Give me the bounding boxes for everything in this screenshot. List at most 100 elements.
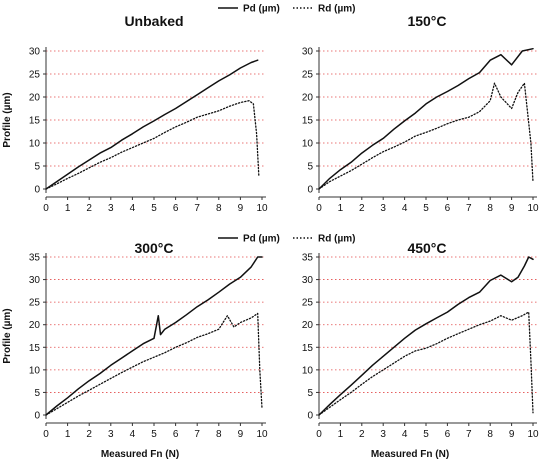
legend-2: Pd (µm) Rd (µm) [218,234,355,245]
y-tick-label: 25 [302,70,314,81]
x-tick-label: 5 [151,429,157,440]
x-tick-label: 0 [316,429,322,440]
y-tick-label: 15 [29,343,41,354]
x-tick-label: 0 [43,429,49,440]
y-tick-label: 15 [29,116,41,127]
y-tick-label: 10 [29,139,41,150]
series-line-pd [45,59,259,190]
x-tick-label: 7 [466,203,472,214]
y-tick-label: 10 [302,365,314,376]
x-tick-label: 10 [527,203,539,214]
x-tick-label: 9 [238,429,244,440]
x-tick-label: 1 [65,203,71,214]
series-line-rd [318,311,534,416]
legend-label-pd: Pd (µm) [243,234,280,245]
x-tick-label: 10 [527,429,539,440]
x-tick-label: 2 [359,203,365,214]
x-tick-label: 6 [445,429,451,440]
x-tick-label: 4 [130,203,136,214]
x-tick-label: 7 [466,429,472,440]
y-axis-label: Profile (µm) [2,308,13,363]
x-axis-label: Measured Fn (N) [371,449,449,460]
x-tick-label: 9 [238,203,244,214]
y-tick-label: 35 [29,253,41,264]
panel-1: 0 5 10 15 20 25 30 0 1 2 3 4 5 6 7 8 9 10 Unbaked Profile (… [2,13,268,214]
x-tick-label: 1 [338,203,344,214]
y-tick-label: 25 [302,298,314,309]
y-tick-label: 25 [29,70,41,81]
legend-label-pd: Pd (µm) [243,4,280,15]
x-tick-label: 3 [108,429,114,440]
x-tick-label: 6 [173,429,179,440]
x-tick-label: 9 [509,203,515,214]
series-line-rd [45,100,260,190]
panel-title: 450°C [407,240,446,256]
y-tick-label: 30 [29,275,41,286]
y-tick-label: 5 [307,388,313,399]
x-tick-label: 5 [423,203,429,214]
x-tick-label: 4 [402,203,408,214]
series-line-rd [318,82,534,190]
panel-2: 0 5 10 15 20 25 30 0 1 2 3 4 5 6 7 8 9 10 150°C [302,13,539,214]
x-tick-label: 3 [380,429,386,440]
x-axis-label: Measured Fn (N) [101,449,179,460]
x-tick-label: 1 [65,429,71,440]
x-tick-label: 8 [216,429,222,440]
y-tick-label: 20 [29,320,41,331]
y-tick-label: 0 [34,185,40,196]
x-tick-label: 8 [487,203,493,214]
x-tick-label: 2 [86,203,92,214]
y-tick-label: 15 [302,116,314,127]
x-tick-label: 6 [445,203,451,214]
y-tick-label: 0 [34,411,40,422]
series-line-pd [45,256,263,416]
x-tick-label: 6 [173,203,179,214]
y-tick-label: 25 [29,298,41,309]
x-tick-label: 7 [194,203,200,214]
y-tick-label: 10 [302,139,314,150]
x-tick-label: 5 [423,429,429,440]
x-tick-label: 3 [380,203,386,214]
panel-title: Unbaked [124,13,183,29]
panel-4: 0 5 10 15 20 25 30 35 0 1 2 3 4 5 6 7 8 9 10 450°C Measured … [302,240,539,460]
x-tick-label: 7 [194,429,200,440]
legend-0: Pd (µm) Rd (µm) [218,4,355,15]
legend-label-rd: Rd (µm) [318,4,355,15]
x-tick-label: 9 [509,429,515,440]
y-tick-label: 15 [302,343,314,354]
series-line-pd [318,256,534,416]
y-tick-label: 5 [34,162,40,173]
x-tick-label: 4 [402,429,408,440]
y-tick-label: 30 [29,47,41,58]
y-tick-label: 0 [307,411,313,422]
x-tick-label: 1 [338,429,344,440]
x-tick-label: 4 [130,429,136,440]
x-tick-label: 8 [487,429,493,440]
x-tick-label: 5 [151,203,157,214]
y-tick-label: 5 [34,388,40,399]
y-axis-label: Profile (µm) [2,92,13,147]
x-tick-label: 3 [108,203,114,214]
x-tick-label: 2 [86,429,92,440]
y-tick-label: 10 [29,365,41,376]
y-tick-label: 20 [29,93,41,104]
y-tick-label: 30 [302,275,314,286]
x-tick-label: 0 [316,203,322,214]
legend-label-rd: Rd (µm) [318,234,355,245]
x-tick-label: 10 [256,429,268,440]
y-tick-label: 20 [302,93,314,104]
y-tick-label: 0 [307,185,313,196]
x-tick-label: 8 [216,203,222,214]
panel-title: 300°C [134,240,173,256]
x-tick-label: 2 [359,429,365,440]
panel-3: 0 5 10 15 20 25 30 35 0 1 2 3 4 5 6 7 8 9 10 300°C Profile (… [2,240,268,460]
x-tick-label: 10 [256,203,268,214]
panel-title: 150°C [407,13,446,29]
y-tick-label: 20 [302,320,314,331]
y-tick-label: 30 [302,47,314,58]
y-tick-label: 5 [307,162,313,173]
series-line-rd [45,312,263,416]
y-tick-label: 35 [302,253,314,264]
series-line-pd [318,47,534,190]
